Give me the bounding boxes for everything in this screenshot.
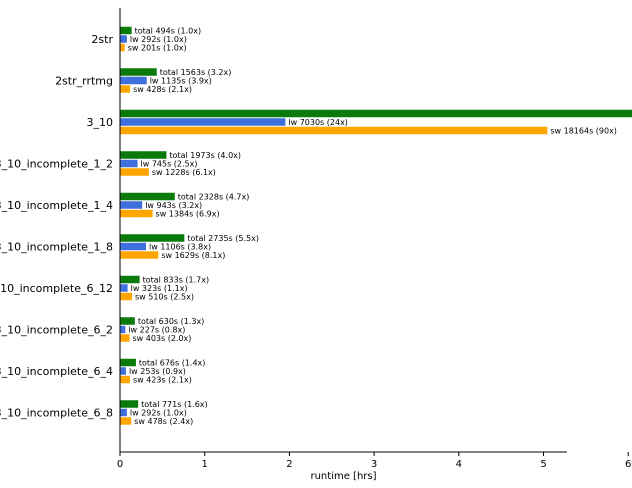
category-label: 3_10_incomplete_1_8 [0,241,113,254]
bar-label-sw: sw 510s (2.5x) [135,292,194,301]
bar-lw [120,159,138,168]
x-tick-label: 6 [625,459,631,470]
bar-total [120,234,185,242]
bar-label-sw: sw 18164s (90x) [550,126,617,135]
category-label: 2str_rrtmg [55,75,113,88]
category-label: 3_10_incomplete_6_12 [0,282,113,295]
bar-total [120,358,136,367]
bar-label-total: total 2735s (5.5x) [187,234,259,243]
bar-lw [120,408,127,417]
axes-layer [119,8,567,453]
bar-lw [120,76,147,85]
bar-labels-layer: total 494s (1.0x)lw 292s (1.0x)sw 201s (… [128,26,617,426]
category-label: 3_10_incomplete_6_2 [0,324,113,337]
bar-total [120,275,140,284]
x-tick-label: 2 [286,459,292,470]
bar-total [120,68,157,76]
bar-label-total: total 1563s (3.2x) [160,68,232,77]
category-label: 2str [91,33,113,46]
bar-label-sw: sw 478s (2.4x) [134,417,193,426]
bar-sw [120,292,132,301]
bar-lw [120,201,143,209]
category-label: 3_10_incomplete_6_4 [0,365,113,378]
bar-total [120,151,167,159]
bar-label-lw: lw 1135s (3.9x) [150,76,212,85]
bar-sw [120,126,548,135]
bar-sw [120,375,130,384]
bar-total [120,192,175,201]
bar-sw [120,168,149,176]
bar-label-sw: sw 428s (2.1x) [133,85,192,94]
bar-label-lw: lw 292s (1.0x) [130,408,187,417]
x-ticks-layer: 0 1 2 3 4 5 6 [117,452,631,470]
bar-sw [120,417,132,425]
bars-layer [120,26,632,425]
x-tick-label: 0 [117,459,123,470]
bar-label-sw: sw 1228s (6.1x) [152,168,216,177]
bar-label-sw: sw 403s (2.0x) [132,334,191,343]
bar-label-total: total 833s (1.7x) [143,275,210,284]
x-tick-label: 4 [456,459,462,470]
bar-total [120,26,132,35]
bar-lw [120,35,127,43]
bar-sw [120,251,159,259]
bar-label-sw: sw 423s (2.1x) [133,375,192,384]
bar-lw [120,284,128,292]
bar-label-lw: lw 227s (0.8x) [128,325,185,334]
bar-lw [120,242,147,251]
bar-total [120,109,632,118]
category-labels-layer: 2str 2str_rrtmg 3_10 3_10_incomplete_1_2 3_1… [0,33,113,420]
bar-label-total: total 771s (1.6x) [141,400,208,409]
bar-lw [120,367,126,375]
bar-total [120,400,139,408]
category-label: 3_10_incomplete_1_4 [0,199,113,212]
bar-lw [120,118,286,126]
bar-label-total: total 630s (1.3x) [138,317,205,326]
bar-label-lw: lw 745s (2.5x) [141,159,198,168]
bar-sw [120,85,131,93]
bar-label-lw: lw 253s (0.9x) [129,367,186,376]
category-label: 3_10_incomplete_6_8 [0,407,113,420]
bar-sw [120,209,153,218]
x-tick-label: 1 [202,459,208,470]
x-tick-label: 5 [540,459,546,470]
bar-sw [120,334,130,342]
bar-sw [120,43,125,52]
category-label: 3_10 [87,116,114,129]
bar-label-lw: lw 323s (1.1x) [131,284,188,293]
category-label: 3_10_incomplete_1_2 [0,158,113,171]
bar-label-total: total 1973s (4.0x) [169,151,241,160]
bar-label-lw: lw 7030s (24x) [288,118,348,127]
bar-label-sw: sw 1384s (6.9x) [156,209,220,218]
bar-label-lw: lw 943s (3.2x) [145,201,202,210]
bar-total [120,317,135,325]
bar-label-total: total 494s (1.0x) [135,26,202,35]
bar-label-total: total 2328s (4.7x) [178,192,250,201]
bar-label-total: total 676s (1.4x) [139,358,206,367]
bar-label-sw: sw 1629s (8.1x) [161,251,225,260]
bar-label-lw: lw 292s (1.0x) [130,35,187,44]
bar-lw [120,325,126,334]
bar-label-sw: sw 201s (1.0x) [128,43,187,52]
x-tick-label: 3 [371,459,377,470]
bar-label-lw: lw 1106s (3.8x) [149,242,211,251]
x-axis-label: runtime [hrs] [310,471,376,482]
